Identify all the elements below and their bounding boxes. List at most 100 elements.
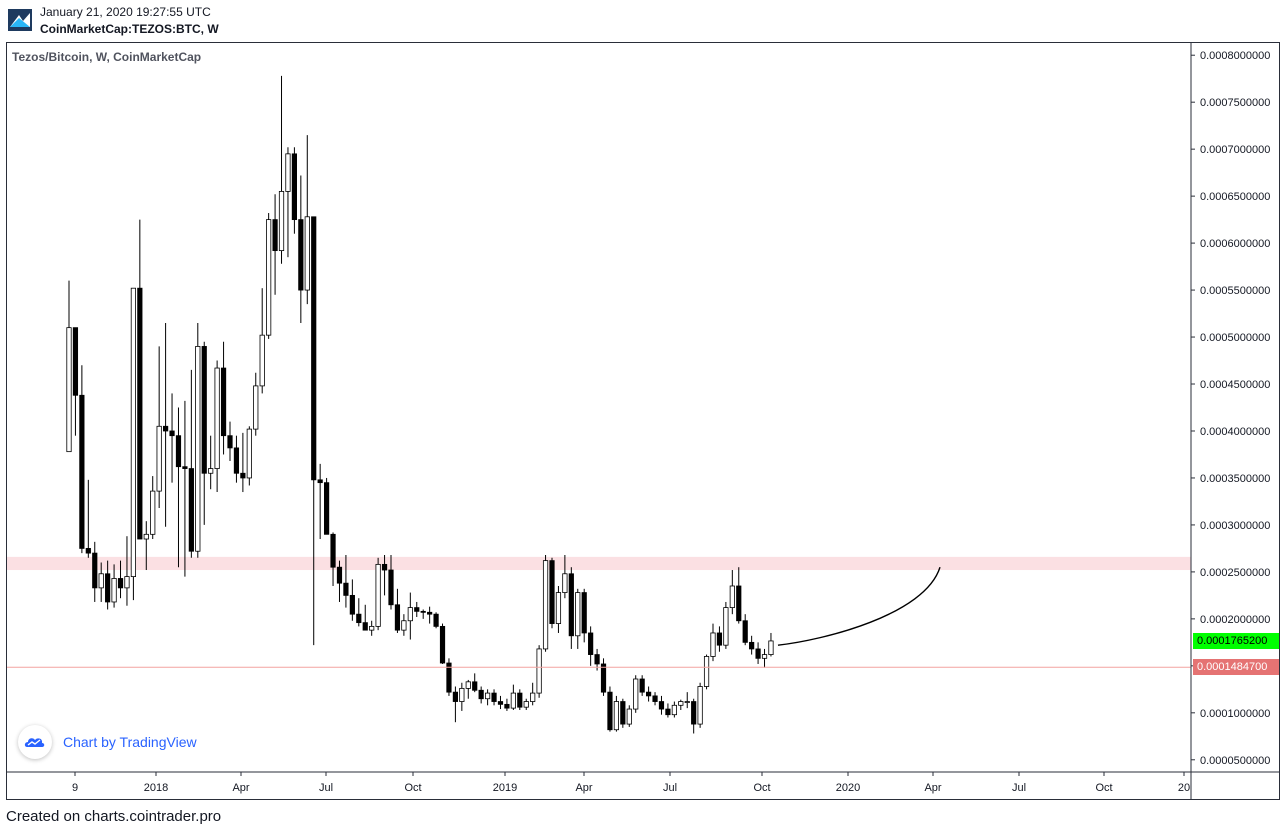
candle bbox=[658, 695, 665, 715]
candle-body bbox=[407, 607, 413, 622]
candle-body bbox=[291, 153, 298, 221]
candle-body bbox=[111, 578, 117, 603]
candle-body bbox=[375, 563, 381, 627]
candle-body bbox=[761, 654, 768, 659]
candle-body bbox=[742, 620, 748, 643]
candle bbox=[208, 435, 214, 490]
candle-body bbox=[188, 468, 194, 552]
candle bbox=[504, 698, 510, 711]
candle bbox=[291, 147, 298, 234]
candle-body bbox=[137, 287, 143, 540]
price-tick-label: 0.0003500000 bbox=[1200, 473, 1270, 485]
candle-body bbox=[497, 701, 504, 705]
candle bbox=[755, 642, 761, 664]
candle-body bbox=[278, 191, 285, 252]
candle bbox=[536, 645, 542, 698]
candle-body bbox=[697, 686, 703, 725]
candle bbox=[446, 658, 452, 696]
watermark-label[interactable]: Chart by TradingView bbox=[63, 734, 197, 750]
candle bbox=[742, 614, 748, 646]
candle-body bbox=[394, 604, 401, 631]
candle bbox=[369, 620, 375, 636]
candle-body bbox=[336, 566, 343, 584]
candle-body bbox=[227, 435, 233, 449]
candle-body bbox=[446, 662, 452, 693]
chart-legend-title: Tezos/Bitcoin, W, CoinMarketCap bbox=[12, 50, 202, 64]
candle-body bbox=[381, 563, 388, 571]
time-tick-label: Apr bbox=[924, 782, 941, 794]
footer-credit: Created on charts.cointrader.pro bbox=[6, 808, 222, 825]
candle bbox=[72, 327, 79, 436]
time-tick-label: 9 bbox=[72, 782, 78, 794]
candle bbox=[420, 609, 426, 619]
candle bbox=[195, 322, 201, 558]
candle-body bbox=[388, 569, 394, 606]
candle bbox=[433, 612, 439, 629]
tradingview-watermark[interactable]: Chart by TradingView bbox=[18, 725, 197, 759]
candle bbox=[613, 695, 620, 732]
candle-body bbox=[749, 641, 755, 650]
candle-body bbox=[607, 691, 613, 731]
candle-body bbox=[510, 692, 516, 709]
candle-body bbox=[311, 216, 317, 481]
chart-frame bbox=[6, 42, 1280, 800]
candle-body bbox=[600, 663, 607, 693]
time-tick-label: Oct bbox=[753, 782, 770, 794]
candle-body bbox=[652, 695, 658, 702]
time-tick-label: Apr bbox=[232, 782, 249, 794]
candle-body bbox=[588, 632, 594, 655]
candle bbox=[626, 705, 632, 727]
candle-body bbox=[671, 704, 677, 716]
candle-body bbox=[143, 533, 149, 540]
candle bbox=[298, 175, 304, 323]
candle-body bbox=[729, 585, 735, 608]
candle-body bbox=[124, 576, 130, 589]
candle bbox=[575, 588, 581, 649]
candle-body bbox=[356, 613, 362, 624]
candle-body bbox=[414, 607, 420, 612]
support-price-label: 0.0001484700 bbox=[1193, 659, 1279, 676]
candle-body bbox=[478, 689, 484, 700]
candle bbox=[607, 686, 613, 732]
candle bbox=[272, 194, 278, 295]
candle-body bbox=[491, 692, 497, 702]
candle-body bbox=[620, 701, 626, 725]
candle-body bbox=[182, 466, 188, 469]
candle-body bbox=[504, 703, 510, 709]
candle-body bbox=[169, 430, 175, 437]
time-tick-label: 2019 bbox=[493, 782, 517, 794]
time-tick-label: 2018 bbox=[144, 782, 168, 794]
price-tick-label: 0.0005500000 bbox=[1200, 285, 1270, 297]
candle bbox=[388, 554, 394, 610]
candle bbox=[175, 407, 182, 568]
candle-body bbox=[208, 468, 214, 474]
candle-body bbox=[549, 560, 555, 624]
candle-body bbox=[156, 425, 162, 492]
candle bbox=[703, 654, 710, 690]
candle bbox=[330, 532, 336, 586]
candle-body bbox=[150, 490, 156, 535]
candle-body bbox=[536, 648, 542, 694]
candle bbox=[343, 554, 349, 608]
candle bbox=[304, 135, 310, 305]
candle bbox=[246, 426, 252, 486]
candle-body bbox=[253, 385, 259, 430]
candle bbox=[111, 564, 117, 608]
candle bbox=[105, 560, 111, 610]
candle bbox=[710, 623, 716, 662]
candle bbox=[671, 701, 677, 718]
candle bbox=[439, 623, 446, 664]
candle-body bbox=[658, 701, 665, 710]
candle bbox=[562, 554, 568, 599]
candle bbox=[85, 479, 91, 558]
price-tick-label: 0.0007000000 bbox=[1200, 144, 1270, 156]
candle bbox=[130, 287, 136, 601]
candle bbox=[162, 322, 169, 527]
candle-body bbox=[613, 701, 620, 731]
price-tick-label: 0.0001000000 bbox=[1200, 708, 1270, 720]
candle-body bbox=[562, 573, 568, 593]
candle-body bbox=[195, 346, 201, 552]
candle-body bbox=[736, 585, 742, 622]
candle bbox=[510, 684, 516, 710]
